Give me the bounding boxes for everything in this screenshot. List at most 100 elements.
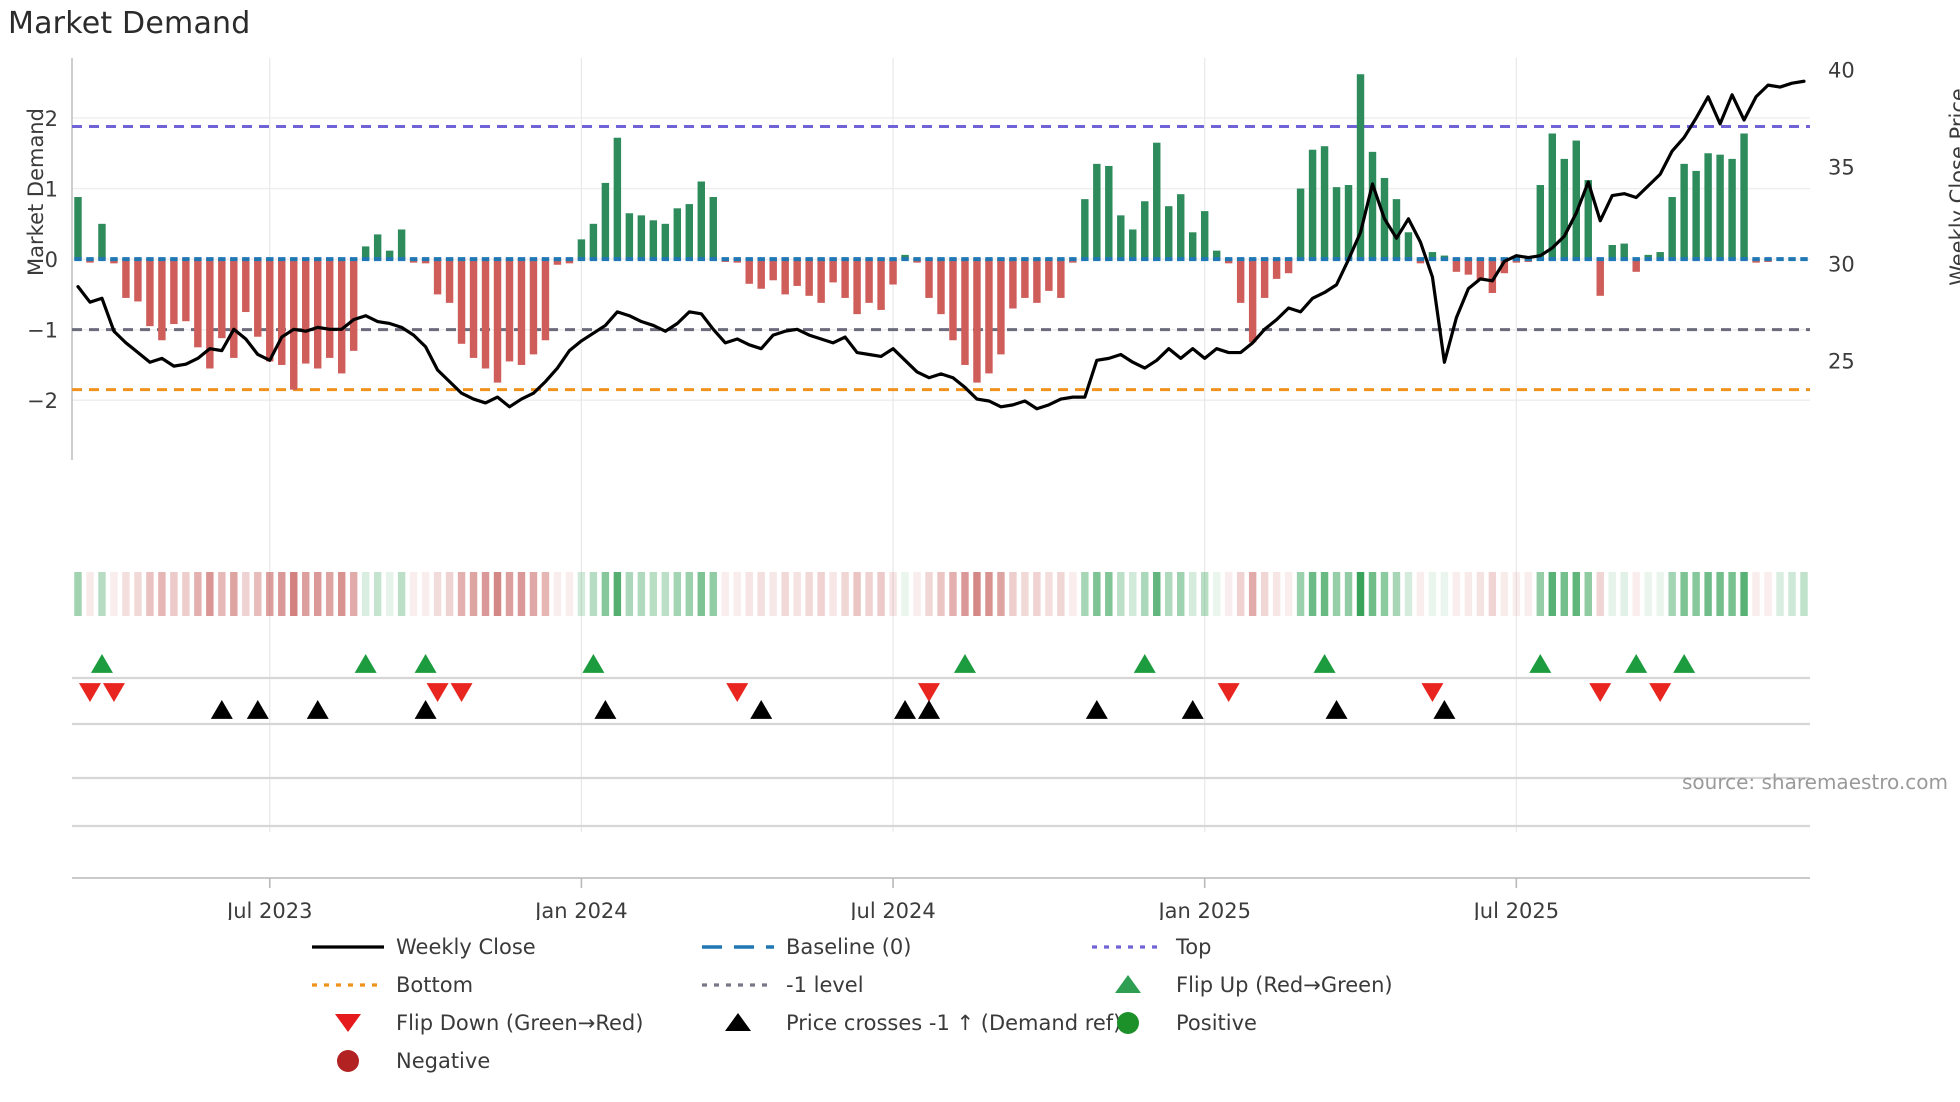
- demand-bar-positive: [1081, 199, 1089, 260]
- heatmap-cell: [481, 572, 490, 616]
- heatmap-cell: [637, 572, 646, 616]
- heatmap-cell: [1452, 572, 1461, 616]
- legend-label: Weekly Close: [396, 935, 536, 959]
- demand-bar-negative: [1488, 259, 1497, 293]
- demand-bar-positive: [601, 182, 610, 260]
- heatmap-cell: [1308, 572, 1317, 616]
- heatmap-cell: [1188, 572, 1197, 616]
- legend-item[interactable]: Price crosses -1 ↑ (Demand ref): [690, 1004, 1121, 1042]
- legend-label: Top: [1176, 935, 1212, 959]
- demand-bar-positive: [1620, 243, 1628, 260]
- legend-label: Price crosses -1 ↑ (Demand ref): [786, 1011, 1122, 1035]
- legend-column-1: Weekly Close Bottom Flip Down (Green→Red) N…: [300, 928, 643, 1080]
- y-tick-label-left: −2: [27, 389, 58, 413]
- legend-item[interactable]: -1 level: [690, 966, 1121, 1004]
- demand-bar-negative: [517, 259, 526, 365]
- heatmap-cell: [589, 572, 598, 616]
- demand-bar-negative: [421, 259, 430, 264]
- heatmap-cell: [170, 572, 178, 616]
- demand-bar-positive: [1332, 187, 1341, 260]
- legend-key: [1080, 928, 1176, 966]
- heatmap-cell: [1644, 572, 1652, 616]
- legend-item[interactable]: Bottom: [300, 966, 643, 1004]
- heatmap-cell: [1536, 572, 1545, 616]
- heatmap-cell: [1512, 572, 1521, 616]
- demand-bar-negative: [302, 259, 310, 364]
- demand-bar-positive: [1704, 153, 1712, 260]
- heatmap-cell: [565, 572, 574, 616]
- x-tick-label: Jan 2024: [533, 899, 628, 920]
- flip-down-marker: [1589, 683, 1612, 702]
- heatmap-cell: [1764, 572, 1772, 616]
- heatmap-cell: [1440, 572, 1449, 616]
- demand-bar-negative: [481, 259, 490, 369]
- demand-bar-negative: [206, 259, 214, 369]
- solid-line-black-icon: [312, 945, 384, 949]
- heatmap-cell: [1668, 572, 1676, 616]
- flip-down-marker: [1421, 683, 1444, 702]
- flip-down-marker: [426, 683, 449, 702]
- heatmap-cell: [1021, 572, 1029, 616]
- demand-bar-positive: [589, 223, 598, 260]
- demand-bar-positive: [1560, 158, 1568, 260]
- x-tick-label: Jul 2023: [225, 899, 312, 920]
- flip-down-marker: [78, 683, 101, 702]
- page-title: Market Demand: [8, 6, 251, 41]
- price-cross-marker: [414, 700, 437, 719]
- heatmap-cell: [1380, 572, 1389, 616]
- legend-item[interactable]: Flip Up (Red→Green): [1080, 966, 1393, 1004]
- demand-bar-negative: [949, 259, 957, 341]
- price-cross-marker: [210, 700, 233, 719]
- heatmap-cell: [769, 572, 777, 616]
- legend-item[interactable]: Baseline (0): [690, 928, 1121, 966]
- legend-label: Flip Down (Green→Red): [396, 1011, 644, 1035]
- legend-column-2: Baseline (0) -1 level Price crosses -1 ↑ (…: [690, 928, 1121, 1042]
- heatmap-cell: [1596, 572, 1604, 616]
- heatmap-cell: [1236, 572, 1245, 616]
- demand-bar-negative: [469, 259, 478, 358]
- demand-bar-negative: [1416, 259, 1425, 264]
- demand-bar-positive: [709, 197, 717, 260]
- heatmap-cell: [349, 572, 358, 616]
- demand-bar-negative: [493, 259, 502, 383]
- dashed-line-blue-icon: [702, 945, 774, 949]
- demand-bar-positive: [649, 220, 658, 260]
- demand-bar-negative: [781, 259, 789, 295]
- heatmap-cell: [1752, 572, 1760, 616]
- heatmap-cell: [469, 572, 478, 616]
- heatmap-cell: [733, 572, 741, 616]
- heatmap-cell: [1069, 572, 1077, 616]
- demand-bar-negative: [1045, 259, 1053, 291]
- demand-bar-negative: [457, 259, 466, 344]
- legend-item[interactable]: Flip Down (Green→Red): [300, 1004, 643, 1042]
- demand-bar-negative: [1248, 259, 1257, 343]
- y-tick-label-right: 35: [1828, 156, 1855, 180]
- demand-bar-negative: [793, 259, 801, 286]
- heatmap-cell: [1704, 572, 1712, 616]
- demand-bar-negative: [242, 259, 250, 313]
- heatmap-cell: [433, 572, 442, 616]
- demand-bar-negative: [1476, 259, 1485, 281]
- demand-bar-negative: [973, 259, 981, 383]
- legend-item[interactable]: Weekly Close: [300, 928, 643, 966]
- heatmap-cell: [98, 572, 106, 616]
- legend-item[interactable]: Negative: [300, 1042, 643, 1080]
- heatmap-cell: [889, 572, 897, 616]
- heatmap-cell: [985, 572, 993, 616]
- heatmap-cell: [829, 572, 837, 616]
- demand-bar-positive: [697, 181, 705, 260]
- heatmap-cell: [266, 572, 274, 616]
- demand-bar-positive: [661, 223, 670, 260]
- legend-item[interactable]: Top: [1080, 928, 1393, 966]
- heatmap-cell: [925, 572, 933, 616]
- demand-bar-positive: [1320, 146, 1329, 260]
- legend-label: Positive: [1176, 1011, 1257, 1035]
- heatmap-cell: [781, 572, 789, 616]
- legend-item[interactable]: Positive: [1080, 1004, 1393, 1042]
- demand-bar-negative: [1057, 259, 1065, 298]
- heatmap-cell: [1141, 572, 1149, 616]
- market-demand-chart: 2 1 0 −1 −2 40 35 30 25 Jul 2023 Jan 2024 Jul 2024 J…: [27, 58, 1855, 920]
- heatmap-cell: [493, 572, 502, 616]
- legend-key: [300, 966, 396, 1004]
- flip-down-marker: [726, 683, 749, 702]
